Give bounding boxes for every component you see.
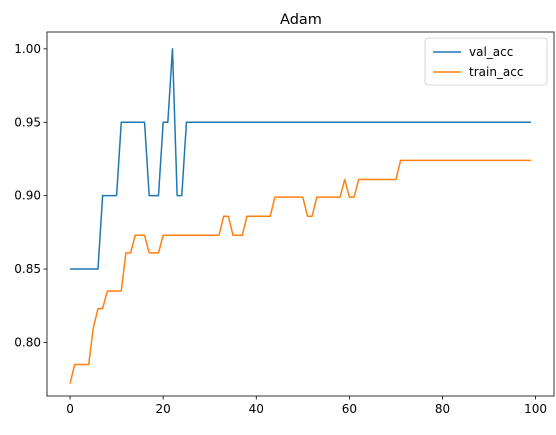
- x-tick-label: 0: [66, 402, 74, 416]
- x-axis: 0 20 40 60 80 100: [66, 396, 547, 416]
- legend-label: train_acc: [469, 65, 523, 79]
- x-tick-label: 40: [249, 402, 264, 416]
- legend-box: [424, 37, 548, 86]
- y-tick-label: 0.80: [14, 335, 41, 349]
- series-layer: [69, 48, 531, 384]
- legend: val_acc train_acc: [424, 37, 548, 86]
- y-tick-label: 0.95: [14, 115, 41, 129]
- y-tick-label: 0.85: [14, 262, 41, 276]
- x-tick-label: 20: [156, 402, 171, 416]
- x-tick-label: 80: [435, 402, 450, 416]
- series-line-val-acc: [70, 48, 531, 270]
- x-tick-label: 100: [524, 402, 547, 416]
- y-tick-label: 0.90: [14, 189, 41, 203]
- series-line-train-acc: [69, 159, 531, 384]
- legend-label: val_acc: [469, 45, 513, 59]
- y-tick-label: 1.00: [14, 42, 41, 56]
- plot-area-frame: [46, 31, 555, 397]
- x-tick-label: 60: [342, 402, 357, 416]
- chart-title: Adam: [280, 12, 322, 28]
- y-axis: 0.80 0.85 0.90 0.95 1.00: [14, 42, 47, 349]
